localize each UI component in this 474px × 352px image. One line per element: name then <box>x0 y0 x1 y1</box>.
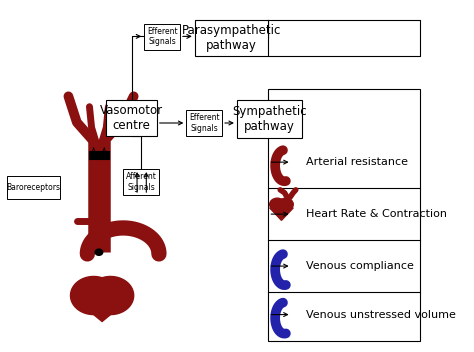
Circle shape <box>278 198 293 210</box>
Bar <box>99 151 109 159</box>
Bar <box>8 176 60 199</box>
Polygon shape <box>270 208 293 220</box>
Polygon shape <box>71 276 117 315</box>
Text: Venous compliance: Venous compliance <box>306 261 414 271</box>
Bar <box>195 20 268 56</box>
Bar <box>268 89 420 341</box>
Text: Afferent
Signals: Afferent Signals <box>126 172 156 192</box>
Bar <box>89 151 99 159</box>
Polygon shape <box>81 304 123 321</box>
Text: Sympathetic
pathway: Sympathetic pathway <box>232 105 307 133</box>
Text: Venous unstressed volume: Venous unstressed volume <box>306 309 456 320</box>
Text: Vasomotor
centre: Vasomotor centre <box>100 104 163 132</box>
Bar <box>144 24 180 50</box>
Bar <box>123 169 159 195</box>
Circle shape <box>95 249 103 255</box>
Text: Parasympathetic
pathway: Parasympathetic pathway <box>182 24 281 52</box>
Text: Arterial resistance: Arterial resistance <box>306 157 408 167</box>
Bar <box>186 110 222 136</box>
Polygon shape <box>87 276 134 315</box>
Text: Efferent
Signals: Efferent Signals <box>147 27 177 46</box>
Bar <box>237 100 302 138</box>
Text: Efferent
Signals: Efferent Signals <box>189 113 219 133</box>
Bar <box>106 100 157 136</box>
Text: Baroreceptors: Baroreceptors <box>7 183 61 192</box>
Text: Heart Rate & Contraction: Heart Rate & Contraction <box>306 209 447 219</box>
Circle shape <box>270 198 285 210</box>
